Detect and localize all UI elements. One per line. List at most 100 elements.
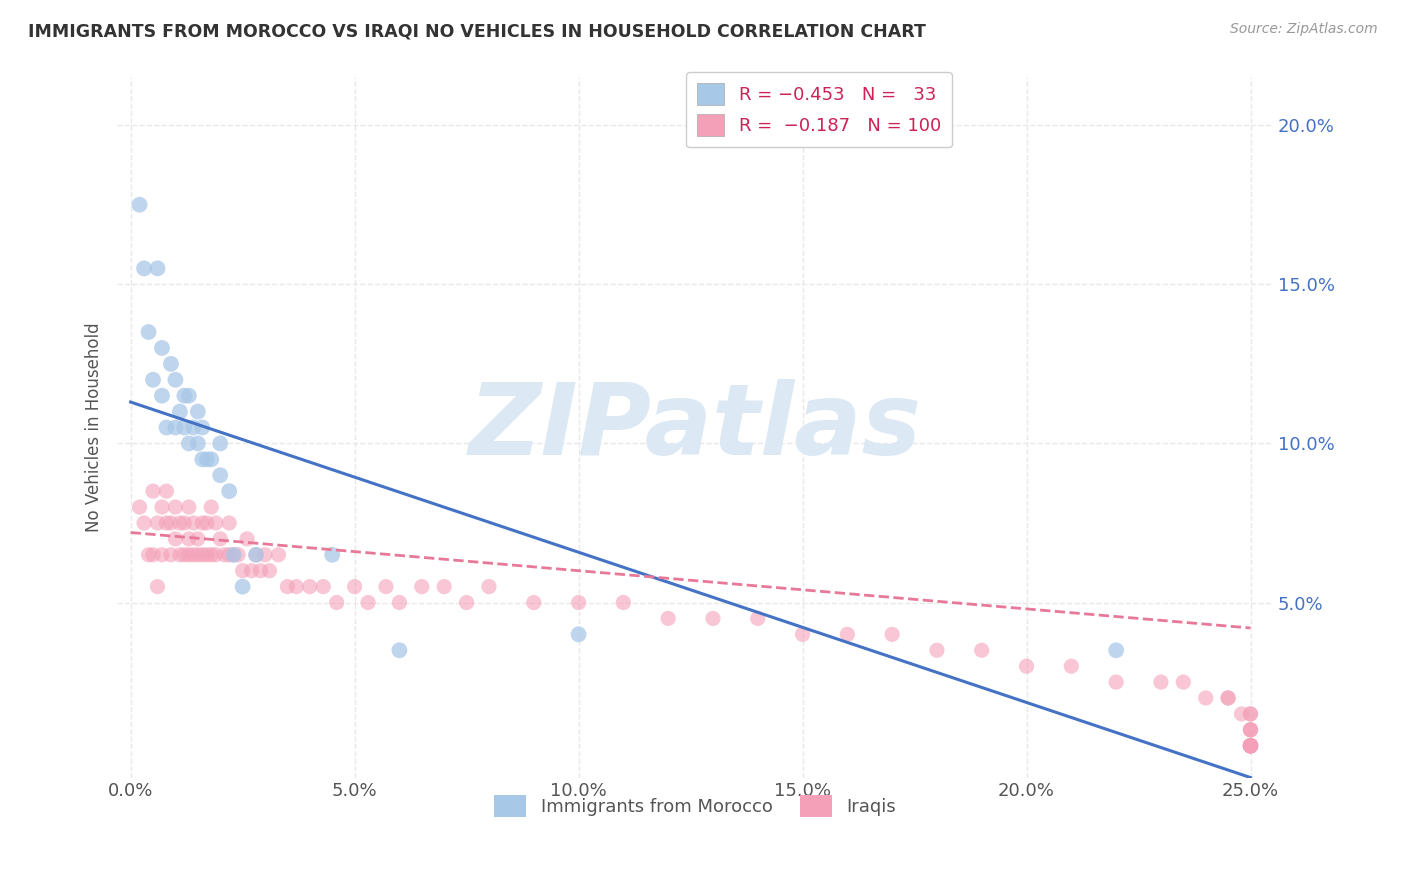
Point	[312, 580, 335, 594]
Point	[1105, 675, 1128, 690]
Legend: Immigrants from Morocco, Iraqis: Immigrants from Morocco, Iraqis	[486, 788, 904, 824]
Point	[191, 452, 214, 467]
Point	[218, 548, 240, 562]
Point	[1173, 675, 1195, 690]
Point	[1216, 691, 1239, 706]
Point	[925, 643, 948, 657]
Point	[343, 580, 366, 594]
Point	[702, 611, 724, 625]
Point	[285, 580, 308, 594]
Point	[1150, 675, 1173, 690]
Point	[388, 595, 411, 609]
Point	[155, 484, 177, 499]
Point	[138, 325, 160, 339]
Point	[1239, 739, 1261, 753]
Point	[191, 516, 214, 530]
Point	[267, 548, 290, 562]
Point	[1239, 739, 1261, 753]
Text: Source: ZipAtlas.com: Source: ZipAtlas.com	[1230, 22, 1378, 37]
Point	[187, 404, 209, 418]
Point	[200, 500, 222, 514]
Point	[204, 516, 226, 530]
Point	[747, 611, 769, 625]
Point	[165, 532, 187, 546]
Point	[245, 548, 267, 562]
Point	[177, 500, 200, 514]
Point	[612, 595, 634, 609]
Point	[523, 595, 546, 609]
Point	[146, 580, 169, 594]
Point	[1060, 659, 1083, 673]
Point	[568, 595, 591, 609]
Point	[1239, 706, 1261, 721]
Point	[150, 500, 173, 514]
Point	[160, 548, 183, 562]
Point	[1239, 739, 1261, 753]
Point	[1195, 691, 1218, 706]
Text: ZIPatlas: ZIPatlas	[468, 379, 921, 476]
Y-axis label: No Vehicles in Household: No Vehicles in Household	[86, 323, 103, 533]
Point	[214, 548, 236, 562]
Point	[128, 500, 150, 514]
Point	[209, 532, 232, 546]
Point	[177, 436, 200, 450]
Point	[232, 580, 254, 594]
Point	[388, 643, 411, 657]
Point	[792, 627, 814, 641]
Point	[1239, 739, 1261, 753]
Point	[165, 373, 187, 387]
Point	[218, 516, 240, 530]
Point	[138, 548, 160, 562]
Point	[1239, 723, 1261, 737]
Point	[321, 548, 343, 562]
Point	[259, 564, 281, 578]
Point	[1239, 739, 1261, 753]
Point	[1239, 723, 1261, 737]
Point	[657, 611, 679, 625]
Point	[325, 595, 347, 609]
Point	[298, 580, 321, 594]
Point	[433, 580, 456, 594]
Point	[150, 389, 173, 403]
Point	[222, 548, 245, 562]
Point	[142, 548, 165, 562]
Point	[253, 548, 276, 562]
Point	[1239, 739, 1261, 753]
Point	[128, 198, 150, 212]
Point	[1239, 739, 1261, 753]
Text: IMMIGRANTS FROM MOROCCO VS IRAQI NO VEHICLES IN HOUSEHOLD CORRELATION CHART: IMMIGRANTS FROM MOROCCO VS IRAQI NO VEHI…	[28, 22, 927, 40]
Point	[187, 548, 209, 562]
Point	[146, 261, 169, 276]
Point	[1239, 723, 1261, 737]
Point	[1239, 739, 1261, 753]
Point	[236, 532, 259, 546]
Point	[357, 595, 380, 609]
Point	[155, 420, 177, 434]
Point	[1239, 739, 1261, 753]
Point	[169, 548, 191, 562]
Point	[1239, 706, 1261, 721]
Point	[568, 627, 591, 641]
Point	[478, 580, 501, 594]
Point	[375, 580, 398, 594]
Point	[187, 436, 209, 450]
Point	[146, 516, 169, 530]
Point	[173, 420, 195, 434]
Point	[173, 548, 195, 562]
Point	[218, 484, 240, 499]
Point	[183, 516, 205, 530]
Point	[200, 548, 222, 562]
Point	[1230, 706, 1253, 721]
Point	[132, 516, 155, 530]
Point	[150, 341, 173, 355]
Point	[1105, 643, 1128, 657]
Point	[276, 580, 298, 594]
Point	[195, 548, 218, 562]
Point	[142, 373, 165, 387]
Point	[160, 357, 183, 371]
Point	[173, 516, 195, 530]
Point	[837, 627, 859, 641]
Point	[150, 548, 173, 562]
Point	[204, 548, 226, 562]
Point	[209, 436, 232, 450]
